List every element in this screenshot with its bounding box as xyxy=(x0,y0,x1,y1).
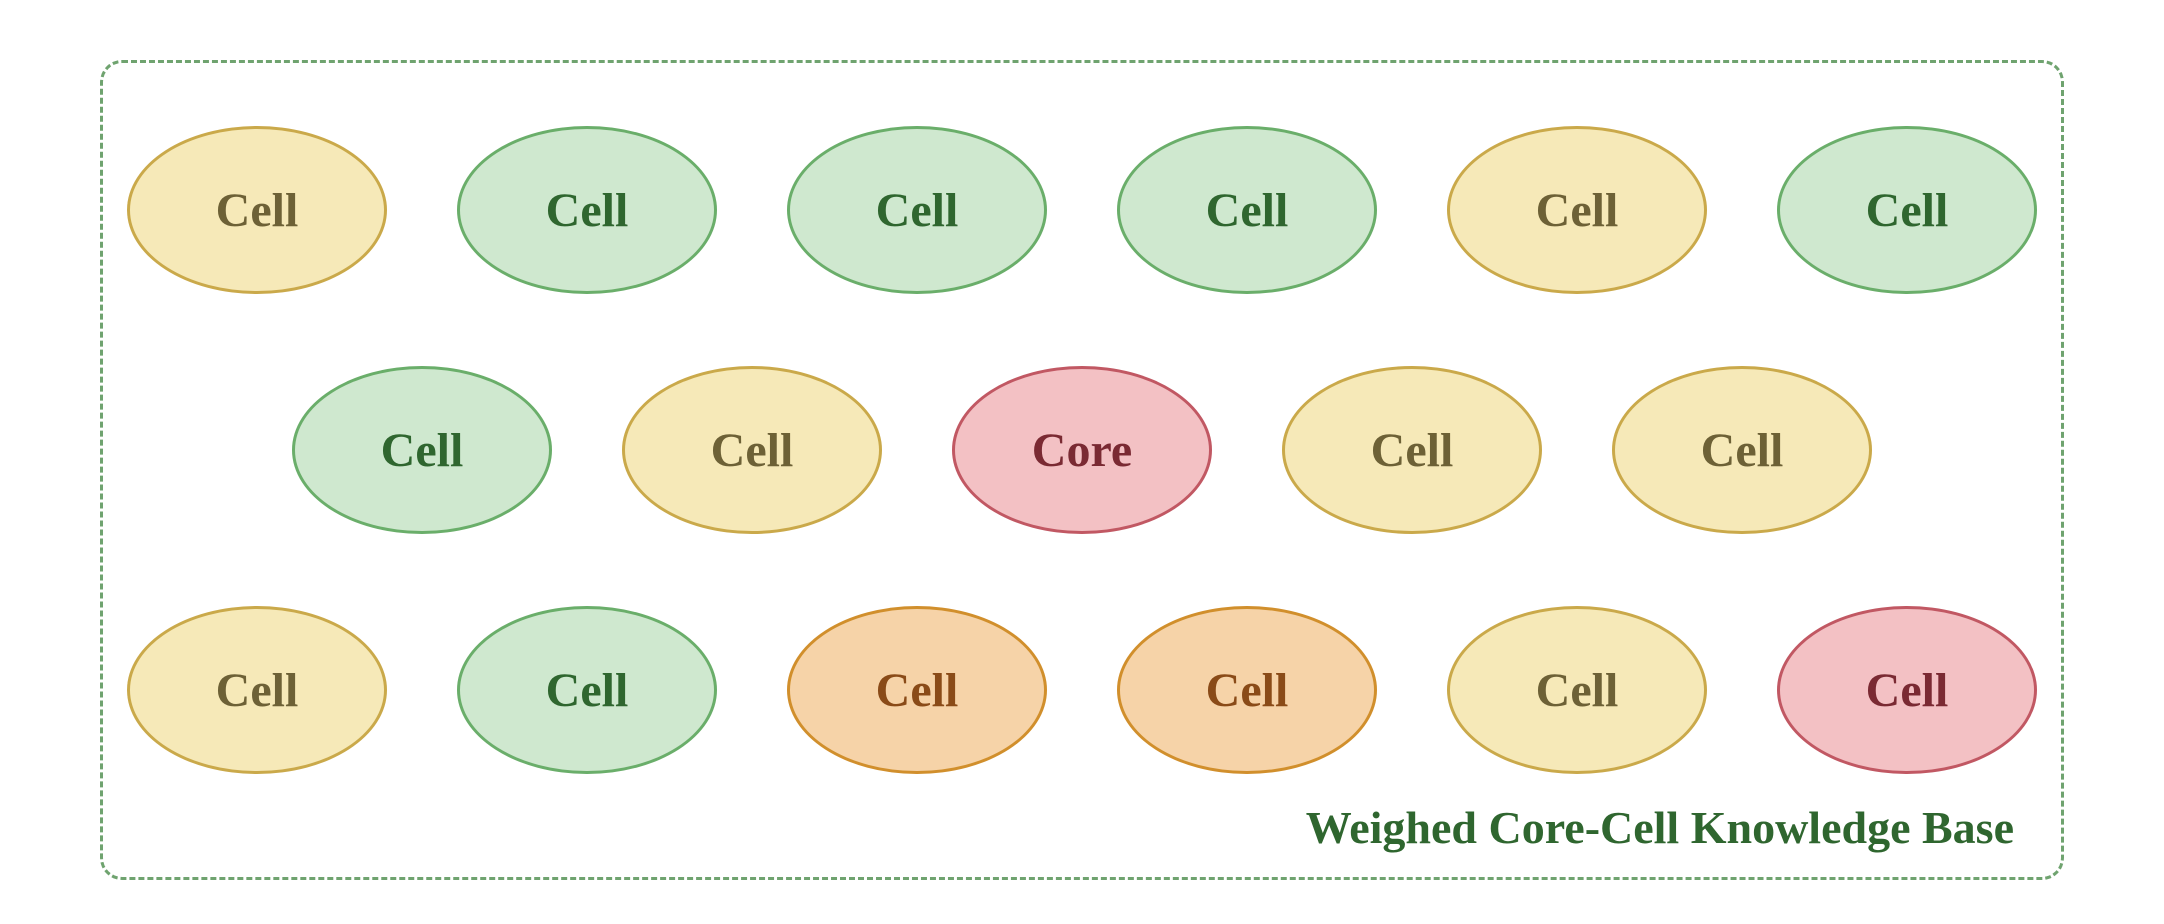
cell-node: Cell xyxy=(127,126,387,294)
node-label: Cell xyxy=(1866,183,1949,238)
node-label: Cell xyxy=(876,663,959,718)
cell-node: Cell xyxy=(1777,126,2037,294)
node-label: Cell xyxy=(1866,663,1949,718)
node-label: Cell xyxy=(876,183,959,238)
cell-node: Cell xyxy=(127,606,387,774)
node-label: Cell xyxy=(1206,183,1289,238)
cell-node: Cell xyxy=(457,126,717,294)
cell-node: Cell xyxy=(787,126,1047,294)
cell-node: Cell xyxy=(1282,366,1542,534)
node-label: Cell xyxy=(1206,663,1289,718)
node-label: Cell xyxy=(546,183,629,238)
cell-node: Cell xyxy=(1447,126,1707,294)
node-label: Cell xyxy=(381,423,464,478)
node-label: Cell xyxy=(216,183,299,238)
node-label: Cell xyxy=(1536,183,1619,238)
node-row: Cell Cell Cell Cell Cell Cell xyxy=(0,126,2164,294)
node-label: Core xyxy=(1032,423,1132,478)
cell-node: Cell xyxy=(292,366,552,534)
cell-node: Cell xyxy=(1117,606,1377,774)
cell-node: Cell xyxy=(1612,366,1872,534)
node-label: Cell xyxy=(216,663,299,718)
node-row: Cell Cell Cell Cell Cell Cell xyxy=(0,606,2164,774)
node-label: Cell xyxy=(546,663,629,718)
diagram-caption: Weighed Core-Cell Knowledge Base xyxy=(1306,801,2014,854)
cell-node: Cell xyxy=(1447,606,1707,774)
cell-node: Cell xyxy=(622,366,882,534)
node-label: Cell xyxy=(1701,423,1784,478)
node-label: Cell xyxy=(1371,423,1454,478)
cell-node: Cell xyxy=(787,606,1047,774)
cell-node: Cell xyxy=(457,606,717,774)
node-row: Cell Cell Core Cell Cell xyxy=(0,366,2164,534)
node-label: Cell xyxy=(1536,663,1619,718)
cell-node: Cell xyxy=(1777,606,2037,774)
cell-node: Cell xyxy=(1117,126,1377,294)
node-label: Cell xyxy=(711,423,794,478)
core-node: Core xyxy=(952,366,1212,534)
